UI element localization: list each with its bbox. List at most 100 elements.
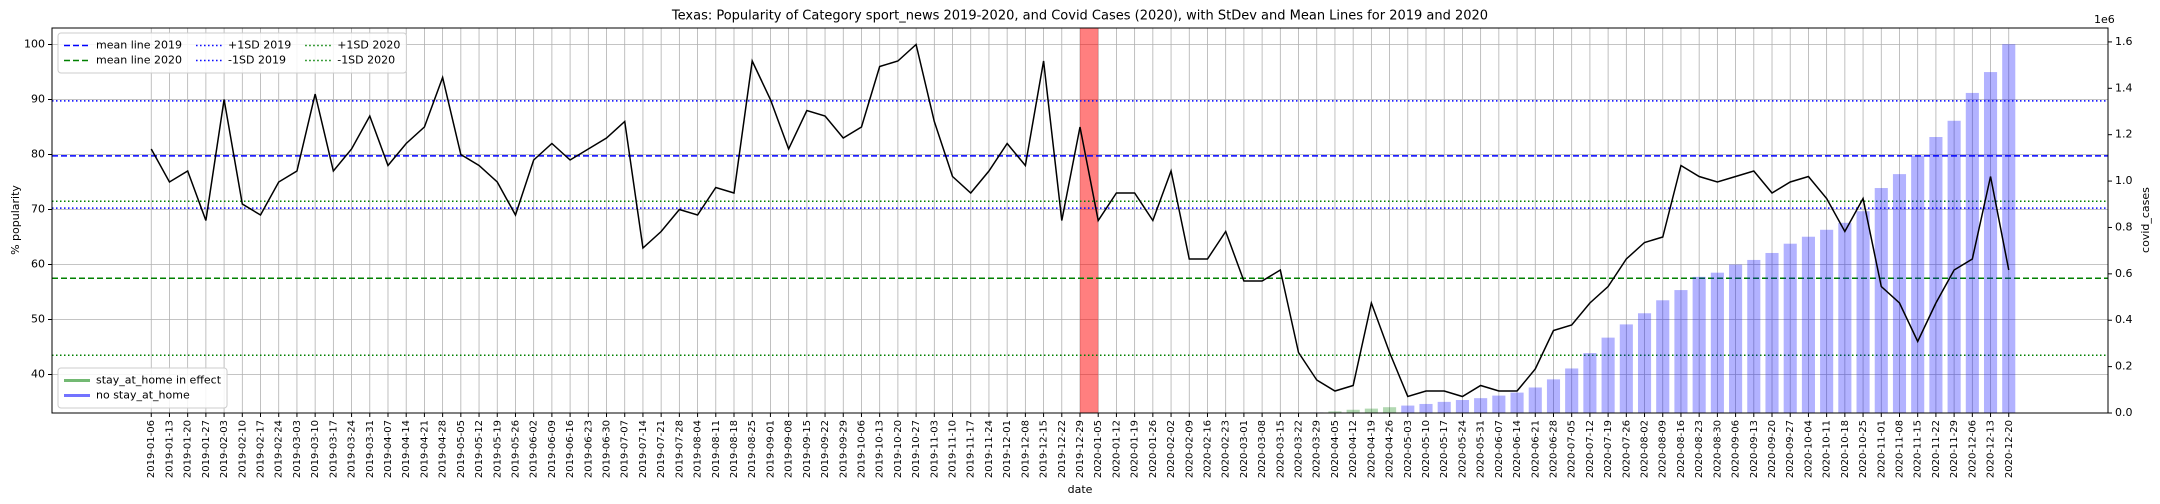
x-tick-label: 2019-08-18 <box>729 420 740 478</box>
bar <box>1911 155 1925 413</box>
x-tick-label: 2019-07-28 <box>674 420 685 478</box>
y2-tick-label: 1.6 <box>2115 35 2133 48</box>
bar <box>1892 174 1907 413</box>
bar <box>1437 401 1451 413</box>
x-tick-label: 2020-11-08 <box>1894 420 1905 478</box>
x-tick-label: 2019-03-17 <box>328 420 339 478</box>
x-tick-label: 2019-12-29 <box>1075 420 1086 478</box>
x-tick-label: 2020-06-21 <box>1530 420 1541 478</box>
legend-box <box>57 367 228 409</box>
x-tick-label: 2020-09-13 <box>1749 420 1760 478</box>
x-tick-label: 2019-11-10 <box>948 420 959 478</box>
x-tick-label: 2019-11-24 <box>984 420 995 478</box>
bar <box>1492 395 1506 413</box>
x-tick-label: 2019-08-04 <box>693 420 704 478</box>
x-tick-label: 2020-01-05 <box>1093 420 1104 478</box>
y2-tick-label: 1.4 <box>2115 81 2133 94</box>
x-tick-label: 2020-04-12 <box>1348 420 1359 478</box>
bar <box>1565 368 1579 413</box>
x-tick-label: 2019-03-03 <box>292 420 303 478</box>
y-axis-label: % popularity <box>9 185 22 255</box>
x-tick-label: 2019-04-14 <box>401 420 412 478</box>
x-tick-label: 2020-03-29 <box>1312 420 1323 478</box>
x-tick-label: 2020-03-15 <box>1275 420 1286 478</box>
y2-tick-label: 0.8 <box>2115 220 2133 233</box>
bar <box>1765 252 1779 413</box>
x-tick-label: 2020-06-28 <box>1548 420 1559 478</box>
x-tick-label: 2019-09-01 <box>765 420 776 478</box>
y-tick-label: 80 <box>31 148 45 161</box>
x-tick-label: 2019-10-13 <box>875 420 886 478</box>
x-tick-label: 2020-08-23 <box>1694 420 1705 478</box>
bar <box>1965 92 1979 413</box>
legend-label: stay_at_home in effect <box>96 374 222 387</box>
x-tick-label: 2019-05-12 <box>474 420 485 478</box>
x-tick-label: 2019-06-09 <box>547 420 558 478</box>
highlight-span <box>1080 28 1099 413</box>
x-tick-label: 2020-09-27 <box>1785 420 1796 478</box>
x-tick-label: 2020-08-02 <box>1640 420 1651 478</box>
chart-title: Texas: Popularity of Category sport_news… <box>671 9 1488 24</box>
x-tick-label: 2019-06-30 <box>602 420 613 478</box>
legend-label: +1SD 2020 <box>337 39 400 52</box>
bar <box>1455 400 1469 413</box>
x-tick-label: 2019-01-13 <box>164 420 175 478</box>
x-tick-label: 2019-07-14 <box>638 420 649 478</box>
bar <box>1364 408 1378 413</box>
bar <box>1637 313 1652 413</box>
x-tick-label: 2019-02-03 <box>219 420 230 478</box>
x-tick-label: 2019-04-07 <box>383 420 394 478</box>
y2-tick-label: 0.4 <box>2115 313 2133 326</box>
x-tick-label: 2020-05-31 <box>1476 420 1487 478</box>
x-tick-label: 2019-02-24 <box>274 420 285 478</box>
x-tick-label: 2020-03-08 <box>1257 420 1268 478</box>
x-tick-label: 2019-12-08 <box>1020 420 1031 478</box>
bar <box>1801 236 1815 413</box>
bar <box>1656 300 1670 413</box>
bar <box>1729 264 1743 413</box>
x-tick-label: 2020-08-09 <box>1658 420 1669 478</box>
bar <box>1674 290 1688 413</box>
bar <box>1601 337 1615 413</box>
x-tick-label: 2019-04-21 <box>419 420 430 478</box>
x-tick-label: 2020-06-14 <box>1512 420 1523 478</box>
y-tick-label: 90 <box>31 93 45 106</box>
x-tick-label: 2020-05-17 <box>1439 420 1450 478</box>
x-tick-label: 2019-02-10 <box>237 420 248 478</box>
bar <box>1838 222 1852 413</box>
data-line <box>150 43 2010 398</box>
x-tick-label: 2019-04-28 <box>438 420 449 478</box>
bar <box>2002 44 2016 414</box>
x-tick-label: 2020-11-22 <box>1931 420 1942 478</box>
x-tick-label: 2020-02-23 <box>1221 420 1232 478</box>
x-tick-label: 2020-11-01 <box>1876 420 1887 478</box>
x-tick-label: 2019-09-22 <box>820 420 831 478</box>
y2-tick-label: 0.2 <box>2115 360 2133 373</box>
bar <box>1546 379 1561 413</box>
bar <box>1328 411 1342 413</box>
x-tick-label: 2020-01-26 <box>1148 420 1159 478</box>
x-tick-label: 2020-01-12 <box>1111 420 1122 478</box>
x-tick-label: 2020-07-05 <box>1567 420 1578 478</box>
x-tick-label: 2020-07-19 <box>1603 420 1614 478</box>
x-tick-label: 2020-04-19 <box>1366 420 1377 478</box>
x-tick-label: 2020-07-26 <box>1621 420 1632 478</box>
y-tick-label: 60 <box>31 258 45 271</box>
x-tick-label: 2020-03-01 <box>1239 420 1250 478</box>
x-tick-label: 2020-05-24 <box>1457 420 1468 478</box>
x-tick-label: 2019-12-15 <box>1039 420 1050 478</box>
x-tick-label: 2019-12-22 <box>1057 420 1068 478</box>
bar <box>1710 272 1724 413</box>
x-tick-label: 2019-10-20 <box>893 420 904 478</box>
legend-label: mean line 2019 <box>96 39 182 52</box>
x-tick-label: 2019-01-20 <box>183 420 194 478</box>
x-tick-label: 2020-08-16 <box>1676 420 1687 478</box>
x-tick-label: 2020-11-15 <box>1913 420 1924 478</box>
bar <box>1692 276 1706 413</box>
x-tick-label: 2019-05-26 <box>510 420 521 478</box>
x-tick-label: 2019-06-16 <box>565 420 576 478</box>
bar <box>1820 229 1834 413</box>
bar-legend: stay_at_home in effect no stay_at_home <box>57 367 228 409</box>
bar <box>1510 392 1524 413</box>
x-tick-label: 2020-05-10 <box>1421 420 1432 478</box>
